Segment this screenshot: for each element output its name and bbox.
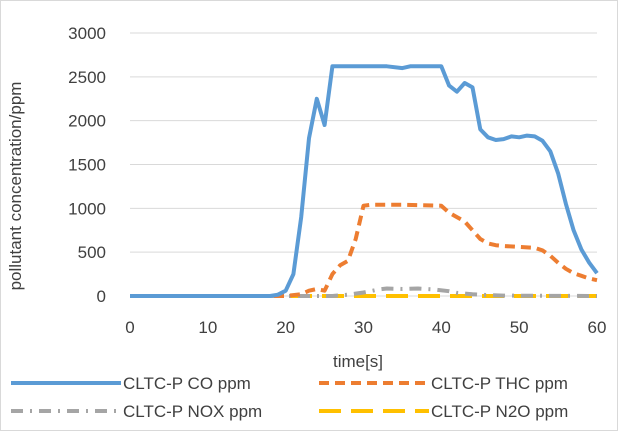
y-tick-label: 2000: [68, 112, 106, 131]
gridlines: [130, 32, 597, 297]
series-lines: [130, 64, 599, 298]
y-tick-label: 0: [97, 287, 106, 306]
y-axis-ticks: 0 500 1000 1500 2000 2500 3000: [68, 24, 106, 306]
x-tick-label: 60: [588, 318, 607, 337]
x-tick-label: 20: [276, 318, 295, 337]
y-axis-label: pollutant concentration/ppm: [6, 82, 25, 291]
series-line-0: [130, 64, 599, 298]
legend-label: CLTC-P NOX ppm: [123, 402, 262, 421]
y-tick-label: 1000: [68, 199, 106, 218]
x-tick-label: 40: [432, 318, 451, 337]
x-tick-label: 10: [198, 318, 217, 337]
y-tick-label: 3000: [68, 24, 106, 43]
legend-label: CLTC-P THC ppm: [431, 374, 568, 393]
x-axis-ticks: 0 10 20 30 40 50 60: [125, 318, 606, 337]
legend: CLTC-P CO ppm CLTC-P THC ppm CLTC-P NOX pp…: [11, 374, 568, 421]
y-tick-label: 1500: [68, 156, 106, 175]
legend-label: CLTC-P N2O ppm: [431, 402, 568, 421]
series-line-1: [130, 202, 598, 298]
y-tick-label: 500: [78, 243, 106, 262]
x-axis-label: time[s]: [333, 352, 383, 371]
x-tick-label: 50: [510, 318, 529, 337]
x-tick-label: 0: [125, 318, 134, 337]
y-tick-label: 2500: [68, 68, 106, 87]
legend-label: CLTC-P CO ppm: [123, 374, 251, 393]
x-tick-label: 30: [354, 318, 373, 337]
series-line-2: [130, 286, 598, 298]
